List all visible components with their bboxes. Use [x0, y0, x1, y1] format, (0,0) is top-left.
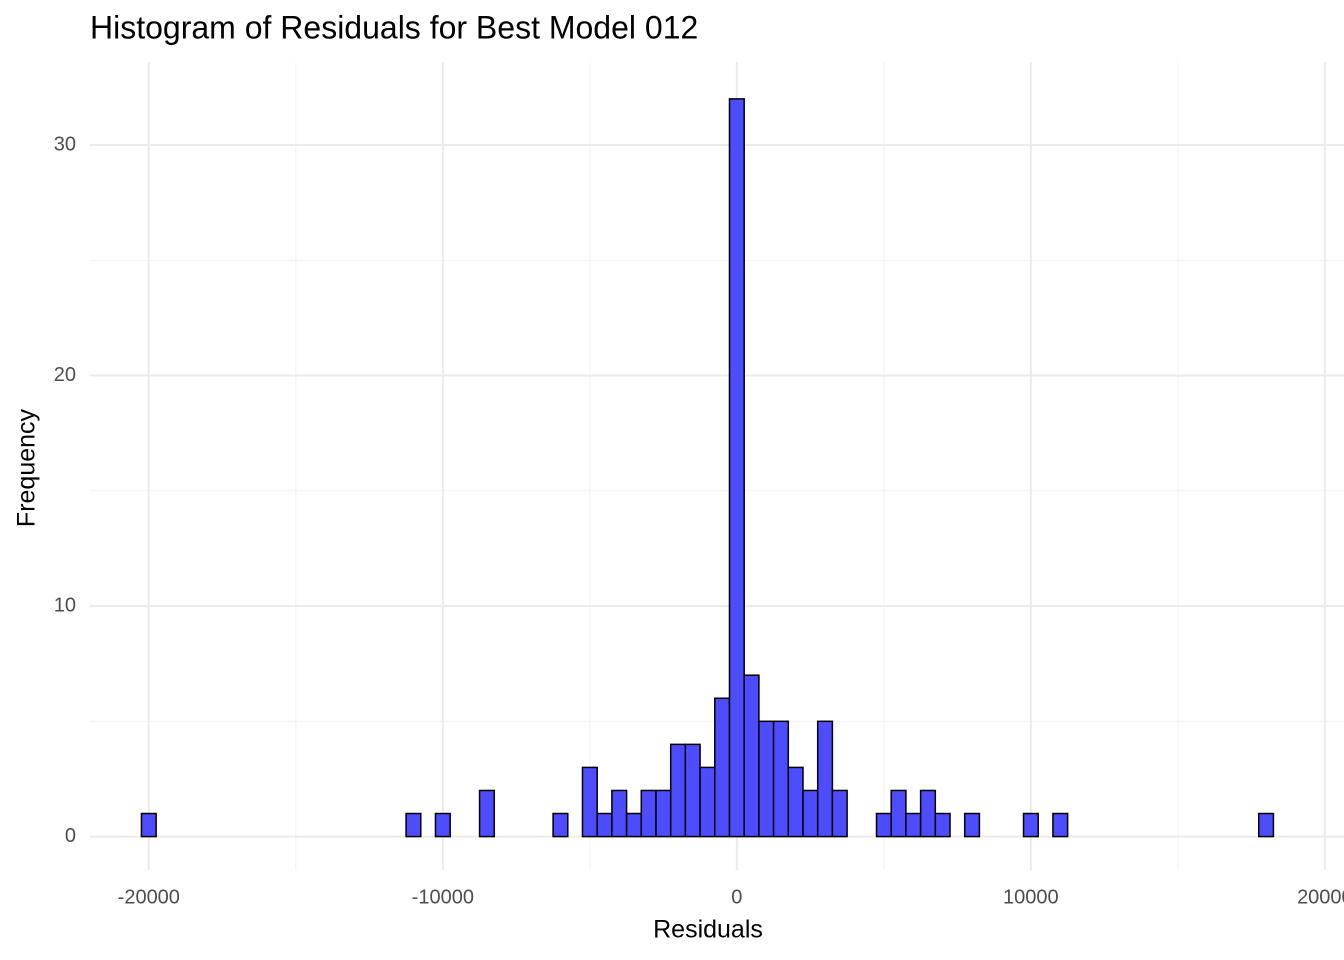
bar [405, 812, 422, 838]
bar [640, 789, 657, 838]
bar [434, 812, 451, 838]
bar [714, 697, 731, 838]
chart-title: Histogram of Residuals for Best Model 01… [90, 9, 698, 45]
bar [728, 98, 745, 838]
bar [934, 812, 951, 838]
bar [905, 812, 922, 838]
x-axis-title: Residuals [653, 916, 763, 944]
bar [611, 789, 628, 838]
bar [1022, 812, 1039, 838]
bar [787, 766, 804, 838]
bar [699, 766, 716, 838]
bar [596, 812, 613, 838]
bar [816, 720, 834, 838]
bar [758, 720, 775, 838]
x-tick-label: -10000 [412, 886, 474, 908]
bar [478, 789, 496, 838]
bar [669, 743, 687, 838]
bar [743, 674, 760, 838]
bar [1257, 812, 1275, 838]
bar [625, 812, 643, 838]
bar [890, 789, 907, 838]
bar [140, 812, 157, 838]
x-tick-label: -20000 [118, 886, 180, 908]
bar [552, 812, 569, 838]
bar [684, 743, 701, 838]
x-tick-label: 20000 [1297, 886, 1344, 908]
bar [1052, 812, 1069, 838]
y-axis-title: Frequency [13, 408, 41, 527]
y-tick-label: 20 [54, 364, 76, 386]
bar [802, 789, 819, 838]
y-tick-label: 30 [54, 133, 76, 155]
y-tick-label: 10 [54, 594, 76, 616]
bar [581, 766, 598, 838]
bar [919, 789, 937, 838]
bar [655, 789, 672, 838]
bar [963, 812, 981, 838]
y-tick-label: 0 [65, 825, 76, 847]
x-tick-label: 0 [731, 886, 742, 908]
bar [772, 720, 790, 838]
x-tick-label: 10000 [1003, 886, 1059, 908]
bar [875, 812, 892, 838]
bar [831, 789, 848, 838]
